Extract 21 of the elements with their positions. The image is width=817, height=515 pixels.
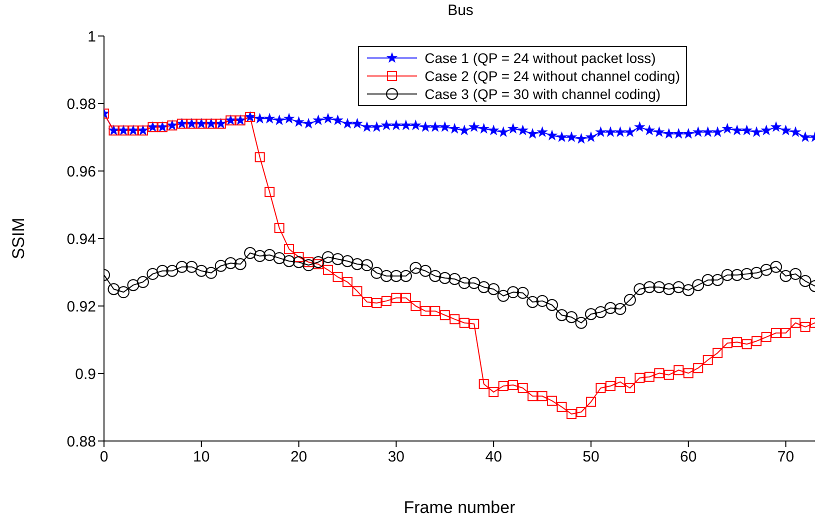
y-tick-label: 0.92	[66, 298, 96, 316]
legend-label: Case 1 (QP = 24 without packet loss)	[424, 50, 656, 66]
y-tick-label: 0.9	[75, 366, 96, 383]
x-tick-label: 60	[680, 448, 697, 466]
legend-label: Case 2 (QP = 24 without channel coding)	[424, 68, 680, 84]
y-axis-title: SSIM	[9, 218, 28, 260]
x-tick-label: 30	[388, 448, 405, 466]
x-tick-label: 10	[193, 448, 210, 466]
y-tick-label: 1	[88, 28, 96, 46]
y-tick-label: 0.88	[66, 433, 96, 450]
x-tick-label: 70	[777, 448, 794, 466]
legend-label: Case 3 (QP = 30 with channel coding)	[424, 86, 661, 102]
x-tick-label: 0	[100, 448, 108, 466]
y-tick-label: 0.96	[66, 163, 96, 180]
y-tick-label: 0.98	[66, 96, 96, 113]
x-tick-label: 20	[290, 448, 308, 466]
chart-title: Bus	[446, 2, 474, 19]
y-tick-label: 0.94	[66, 230, 96, 248]
x-tick-label: 50	[582, 448, 600, 466]
x-tick-label: 40	[485, 448, 502, 466]
x-axis-title: Frame number	[404, 498, 516, 515]
